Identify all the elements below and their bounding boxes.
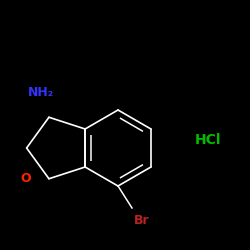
Text: NH₂: NH₂ — [28, 86, 54, 99]
Text: HCl: HCl — [195, 133, 222, 147]
Text: Br: Br — [134, 214, 150, 227]
Text: O: O — [20, 172, 31, 185]
